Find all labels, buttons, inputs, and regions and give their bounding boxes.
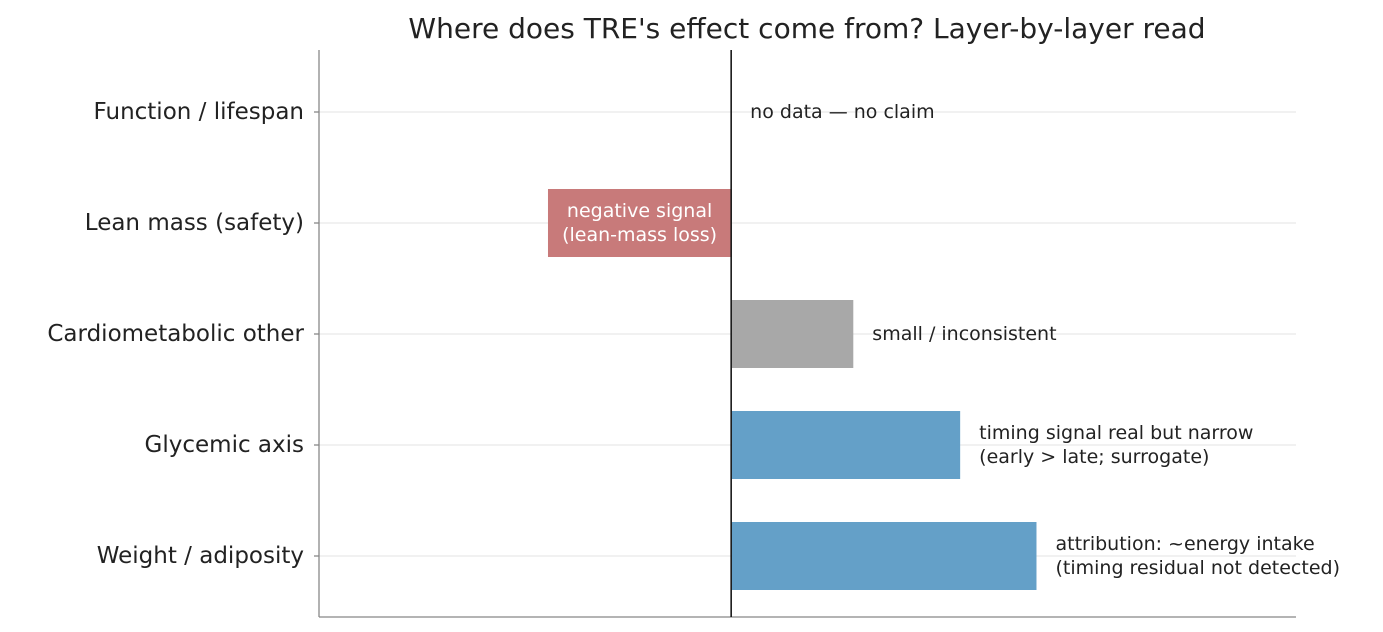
annotation-label: (early > late; surrogate) [979, 446, 1209, 468]
chart-title: Where does TRE's effect come from? Layer… [408, 12, 1205, 45]
bar [731, 522, 1037, 590]
y-tick-label: Function / lifespan [94, 99, 304, 125]
annotation-label: no data — no claim [750, 101, 934, 123]
annotation-label: (lean-mass loss) [562, 224, 717, 246]
labels: Weight / adiposity Glycemic axis Cardiomet… [47, 99, 1340, 579]
annotation-label: negative signal [567, 200, 712, 222]
annotation-label: timing signal real but narrow [979, 422, 1253, 444]
y-tick-label: Lean mass (safety) [85, 210, 304, 236]
bar [547, 189, 732, 257]
annotation-label: (timing residual not detected) [1055, 557, 1340, 579]
annotation-label: attribution: ~energy intake [1055, 533, 1314, 555]
annotation-label: small / inconsistent [872, 323, 1056, 345]
bars [547, 189, 1037, 590]
bar [731, 411, 961, 479]
bar [731, 300, 854, 368]
axes [314, 50, 1296, 618]
y-tick-label: Glycemic axis [145, 432, 304, 458]
y-tick-label: Cardiometabolic other [47, 321, 304, 347]
y-tick-label: Weight / adiposity [97, 543, 304, 569]
